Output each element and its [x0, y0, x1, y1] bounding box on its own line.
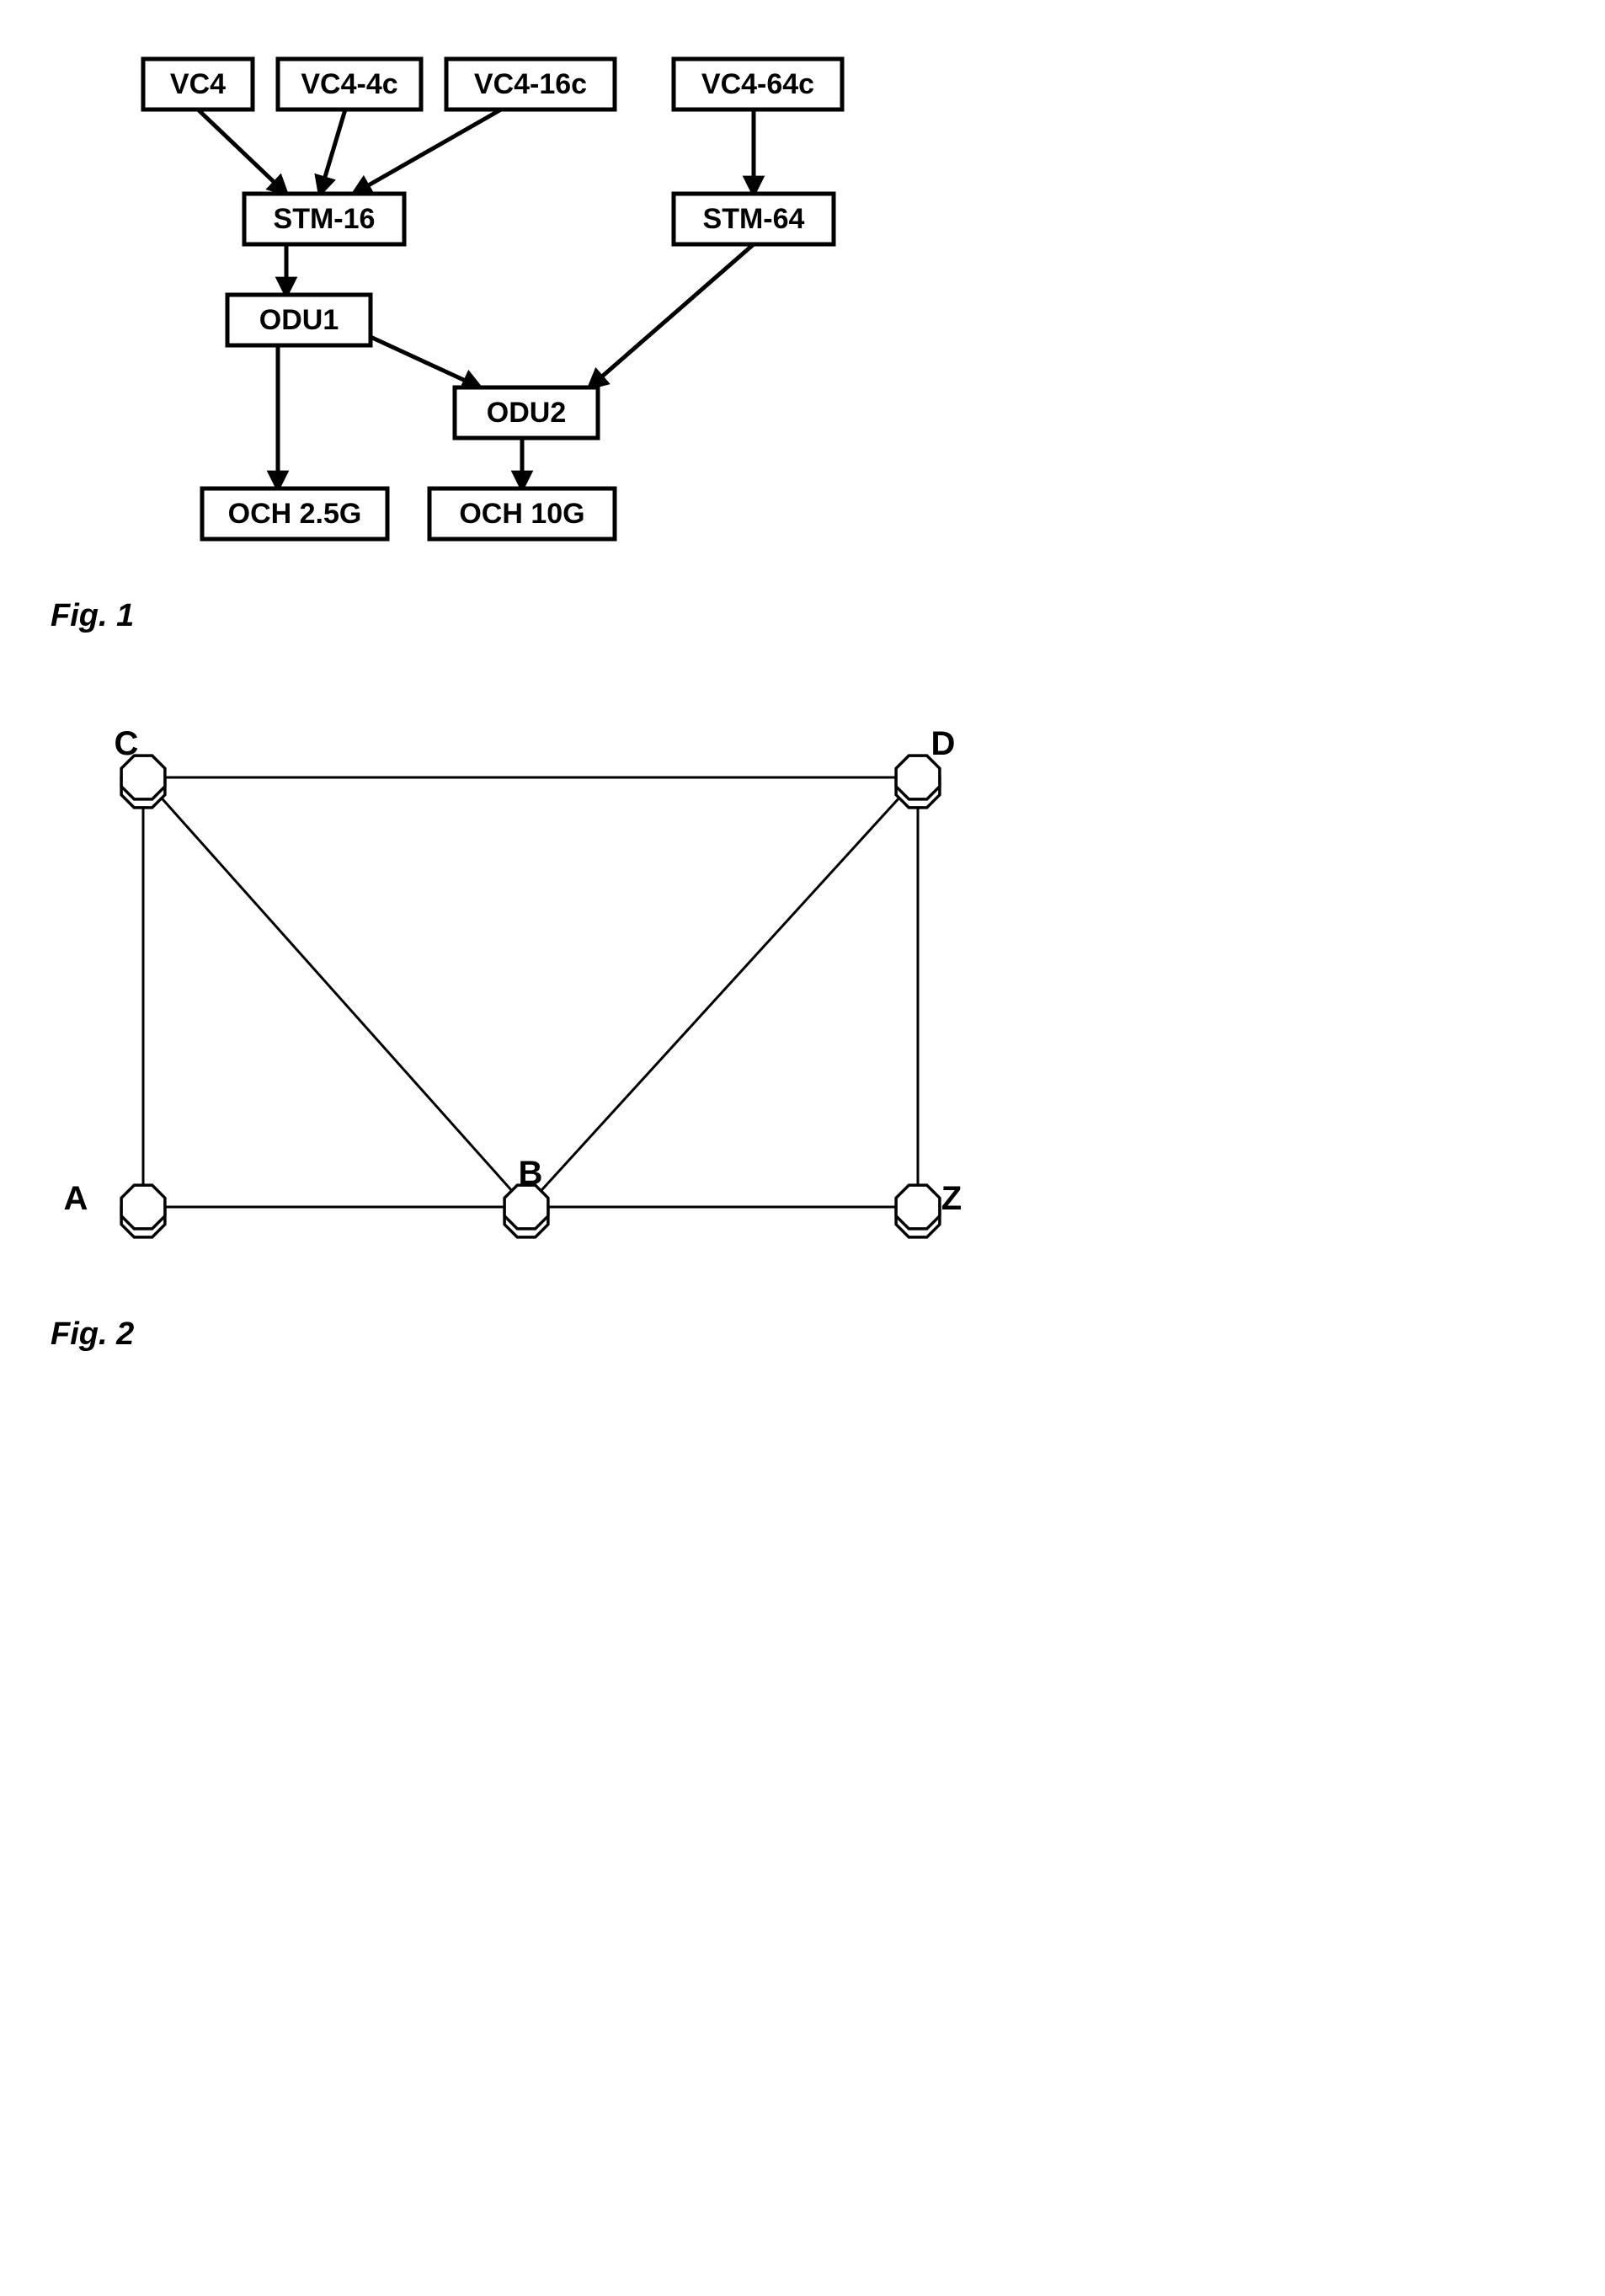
node-odu1: ODU1 — [227, 295, 371, 345]
node-label-z: Z — [941, 1180, 962, 1217]
fig1-label: Fig. 1 — [51, 598, 1571, 634]
fig1-diagram: VC4 VC4-4c VC4-16c VC4-64c STM-16 STM-64 ODU1 O… — [34, 34, 876, 573]
node-label-odu1: ODU1 — [259, 304, 339, 336]
edge-vc4_16c-stm16 — [354, 109, 501, 194]
node-c: C — [115, 725, 165, 808]
node-vc4: VC4 — [143, 59, 253, 109]
node-z: Z — [896, 1180, 962, 1237]
node-vc4_4c: VC4-4c — [278, 59, 421, 109]
fig2-label: Fig. 2 — [51, 1316, 1571, 1353]
node-label-c: C — [115, 725, 139, 762]
node-odu2: ODU2 — [455, 387, 598, 438]
node-label-och25: OCH 2.5G — [228, 498, 362, 530]
node-label-stm16: STM-16 — [274, 203, 376, 235]
node-label-vc4: VC4 — [170, 68, 226, 100]
node-b: B — [504, 1155, 548, 1237]
node-d: D — [896, 725, 955, 808]
node-label-vc4_4c: VC4-4c — [301, 68, 397, 100]
node-label-a: A — [64, 1180, 88, 1217]
fig2-diagram: C D A B Z — [34, 702, 1027, 1291]
node-label-b: B — [519, 1155, 543, 1192]
node-label-d: D — [931, 725, 956, 762]
edge-vc4-stm16 — [198, 109, 286, 194]
edge-d-b — [526, 777, 918, 1207]
node-vc4_16c: VC4-16c — [446, 59, 615, 109]
node-och10: OCH 10G — [429, 489, 615, 539]
node-label-stm64: STM-64 — [703, 203, 805, 235]
edge-stm64-odu2 — [589, 244, 754, 387]
node-label-vc4_64c: VC4-64c — [701, 68, 814, 100]
edge-vc4_4c-stm16 — [320, 109, 345, 194]
figure-1: VC4 VC4-4c VC4-16c VC4-64c STM-16 STM-64 ODU1 O… — [34, 34, 1571, 634]
node-label-vc4_16c: VC4-16c — [474, 68, 587, 100]
node-a: A — [64, 1180, 165, 1237]
node-och25: OCH 2.5G — [202, 489, 387, 539]
figure-2: C D A B Z Fig. 2 — [34, 702, 1571, 1353]
node-label-odu2: ODU2 — [487, 397, 566, 429]
node-label-och10: OCH 10G — [459, 498, 584, 530]
node-stm64: STM-64 — [674, 194, 834, 244]
node-stm16: STM-16 — [244, 194, 404, 244]
edge-odu1-odu2 — [371, 337, 480, 387]
node-vc4_64c: VC4-64c — [674, 59, 842, 109]
edge-c-b — [143, 777, 526, 1207]
